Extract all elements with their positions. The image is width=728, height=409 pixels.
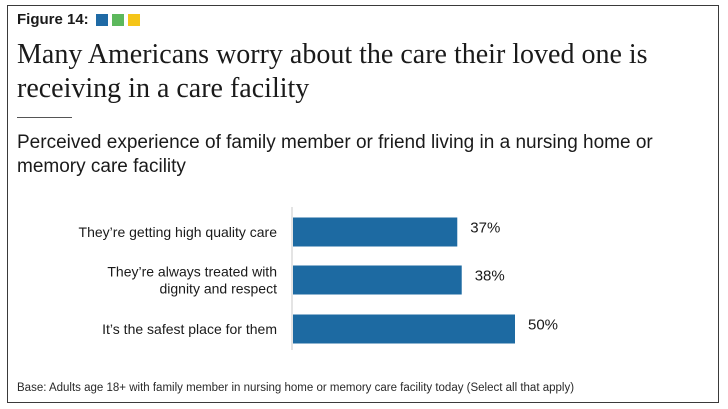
swatch-yellow <box>127 13 140 26</box>
bar-2 <box>293 265 462 295</box>
bar-1 <box>293 217 458 247</box>
base-note: Base: Adults age 18+ with family member … <box>17 382 575 394</box>
headline-rule <box>17 117 72 118</box>
swatch-blue <box>95 13 108 26</box>
value-label-1: 37% <box>470 220 500 237</box>
figure-frame <box>7 5 719 403</box>
category-label-3: It’s the safest place for them <box>102 321 277 337</box>
figure-number: Figure 14: <box>17 11 89 28</box>
category-label-2-line-2: dignity and respect <box>159 281 277 297</box>
value-label-2: 38% <box>475 268 505 285</box>
category-label-1: They’re getting high quality care <box>79 224 278 240</box>
swatch-green <box>111 13 124 26</box>
headline: Many Americans worry about the care thei… <box>17 39 648 104</box>
value-label-3: 50% <box>528 317 558 334</box>
category-label-2-line-1: They’re always treated with <box>107 264 277 280</box>
bar-3 <box>293 314 515 344</box>
figure-label: Figure 14: <box>17 11 140 28</box>
chart-title: Perceived experience of family member or… <box>17 132 653 177</box>
